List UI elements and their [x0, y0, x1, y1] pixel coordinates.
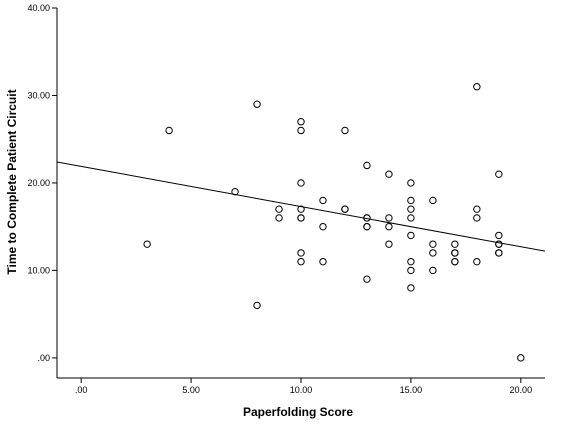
y-tick-label: 10.00 — [27, 265, 50, 275]
data-point — [429, 249, 437, 257]
data-point — [407, 284, 415, 292]
data-point — [407, 231, 415, 240]
data-point — [473, 83, 481, 91]
data-point — [495, 240, 503, 248]
data-point — [341, 205, 349, 213]
data-point — [407, 205, 415, 213]
data-point — [385, 222, 393, 231]
data-point — [385, 214, 393, 222]
data-point — [451, 249, 459, 257]
data-point — [253, 100, 261, 108]
data-point — [231, 187, 239, 196]
data-point — [451, 257, 459, 266]
data-point — [517, 354, 525, 362]
data-points — [143, 83, 525, 362]
data-point — [429, 196, 437, 205]
data-point — [319, 257, 327, 266]
x-axis-title: Paperfolding Score — [243, 405, 353, 419]
data-point — [319, 196, 327, 205]
data-point — [363, 161, 371, 170]
data-point — [297, 179, 305, 187]
x-tick-label: .00 — [75, 385, 88, 395]
data-point — [495, 231, 503, 240]
data-point — [297, 214, 305, 222]
data-point — [297, 118, 305, 126]
data-point — [297, 257, 305, 266]
data-point — [363, 222, 371, 231]
data-point — [473, 205, 481, 213]
data-point — [407, 257, 415, 266]
fit-line-group — [56, 161, 546, 252]
data-point — [473, 214, 481, 222]
x-tick-label: 10.00 — [290, 385, 313, 395]
data-point — [297, 249, 305, 257]
x-tick-label: 20.00 — [510, 385, 533, 395]
data-point — [495, 170, 503, 178]
y-tick-label: 40.00 — [27, 3, 50, 13]
data-point — [363, 275, 371, 283]
data-point — [297, 205, 305, 213]
x-tick-label: 5.00 — [182, 385, 200, 395]
y-axis: .00 10.00 20.00 30.00 40.00 — [27, 3, 58, 378]
data-point — [385, 240, 393, 248]
data-point — [407, 179, 415, 187]
data-point — [407, 196, 415, 205]
y-tick-label: .00 — [37, 353, 50, 363]
y-tick-label: 30.00 — [27, 90, 50, 100]
fit-line — [56, 161, 546, 252]
data-point — [407, 214, 415, 222]
x-tick-label: 15.00 — [400, 385, 423, 395]
data-point — [253, 301, 261, 310]
data-point — [495, 249, 503, 257]
data-point — [275, 214, 283, 222]
data-point — [297, 126, 305, 135]
x-axis: .00 5.00 10.00 15.00 20.00 — [57, 377, 545, 395]
data-point — [319, 222, 327, 231]
data-point — [451, 240, 459, 248]
y-tick-label: 20.00 — [27, 178, 50, 188]
data-point — [363, 214, 371, 222]
data-point — [275, 205, 283, 213]
data-point — [407, 266, 415, 275]
data-point — [341, 126, 349, 135]
data-point — [385, 170, 393, 178]
data-point — [143, 240, 151, 248]
data-point — [429, 266, 437, 275]
y-axis-title: Time to Complete Patient Circuit — [5, 89, 19, 274]
data-point — [165, 126, 173, 135]
data-point — [473, 257, 481, 266]
data-point — [429, 240, 437, 248]
